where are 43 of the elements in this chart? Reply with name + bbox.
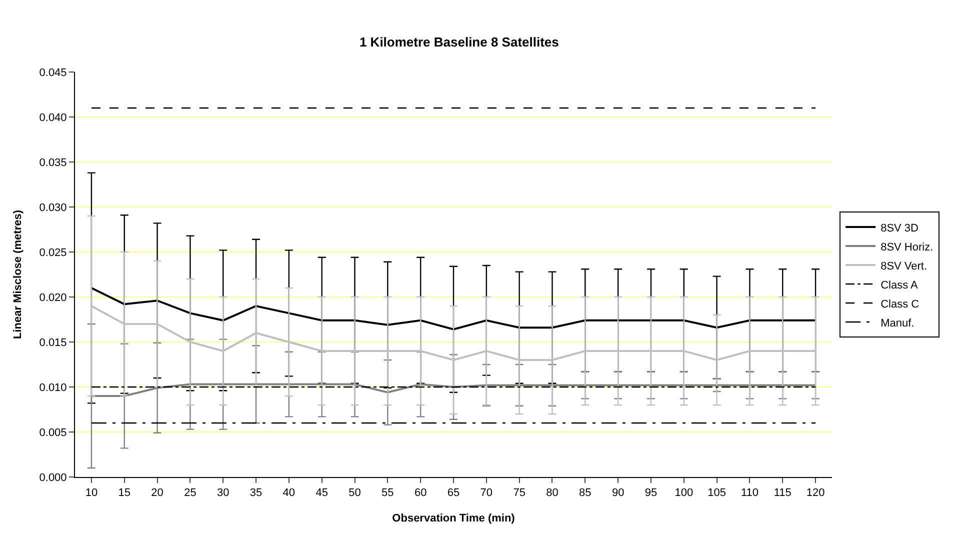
legend-label: Manuf. <box>880 317 914 330</box>
legend-label: 8SV 3D <box>880 222 919 234</box>
line-series <box>90 287 817 330</box>
x-tick-label: 70 <box>480 487 493 500</box>
x-tick-label: 85 <box>579 487 592 500</box>
x-tick-label: 65 <box>447 487 460 500</box>
y-tick-label: 0.015 <box>39 336 67 349</box>
y-tick-label: 0.000 <box>39 472 67 484</box>
x-tick-label: 105 <box>708 487 726 500</box>
y-tick-label: 0.005 <box>39 426 67 439</box>
x-tick-label: 40 <box>282 487 296 500</box>
x-tick-label: 60 <box>414 487 427 500</box>
y-tick-label: 0.030 <box>39 202 67 214</box>
x-tick-label: 10 <box>85 487 98 500</box>
x-tick-label: 50 <box>348 487 361 500</box>
legend-label: 8SV Vert. <box>880 260 928 272</box>
x-tick-label: 95 <box>644 487 658 500</box>
chart-title: 1 Kilometre Baseline 8 Satellites <box>359 34 559 50</box>
y-tick-label: 0.020 <box>39 292 67 304</box>
x-tick-label: 115 <box>774 487 792 500</box>
x-tick-label: 45 <box>316 487 328 500</box>
y-tick-label: 0.045 <box>39 66 67 79</box>
x-tick-label: 25 <box>184 487 196 500</box>
x-tick-label: 110 <box>740 487 758 500</box>
x-tick-label: 20 <box>151 487 164 500</box>
y-tick-label: 0.025 <box>39 246 67 259</box>
x-tick-label: 75 <box>513 487 526 500</box>
x-tick-label: 80 <box>546 487 558 500</box>
x-axis-title: Observation Time (min) <box>392 512 516 524</box>
y-tick-label: 0.010 <box>39 382 67 394</box>
x-tick-label: 90 <box>612 487 624 500</box>
y-tick-label: 0.035 <box>39 156 67 169</box>
x-tick-label: 30 <box>216 487 230 500</box>
x-tick-label: 15 <box>118 487 130 500</box>
x-tick-label: 120 <box>806 487 825 500</box>
x-tick-label: 100 <box>674 487 694 500</box>
y-tick-label: 0.040 <box>39 112 67 124</box>
legend-label: Class A <box>880 279 919 292</box>
legend-label: 8SV Horiz. <box>880 241 934 254</box>
y-axis-title: Linear Misclose (metres) <box>12 210 24 339</box>
legend-label: Class C <box>880 298 920 310</box>
x-tick-label: 55 <box>382 487 394 500</box>
x-tick-label: 35 <box>250 487 262 500</box>
